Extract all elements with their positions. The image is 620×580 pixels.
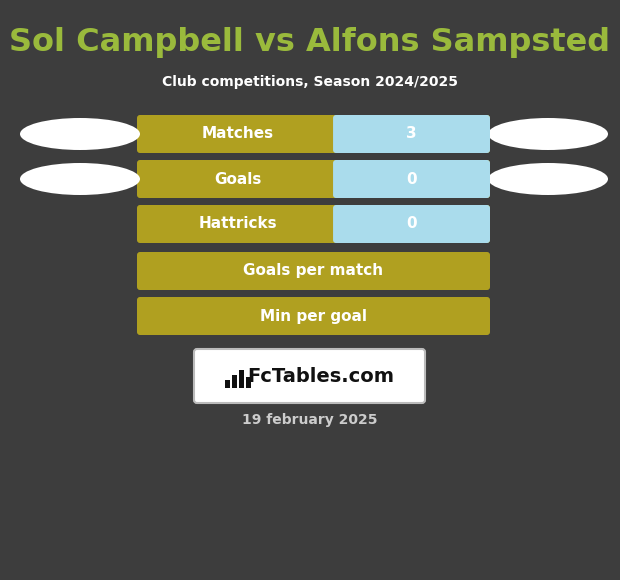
Text: Goals per match: Goals per match	[244, 263, 384, 278]
FancyBboxPatch shape	[194, 349, 425, 403]
Text: 3: 3	[406, 126, 417, 142]
FancyBboxPatch shape	[333, 160, 490, 198]
FancyBboxPatch shape	[137, 297, 490, 335]
FancyBboxPatch shape	[137, 115, 490, 153]
Bar	[224, 380, 229, 388]
Text: 0: 0	[406, 216, 417, 231]
Bar	[231, 375, 236, 388]
Text: Club competitions, Season 2024/2025: Club competitions, Season 2024/2025	[162, 75, 458, 89]
Bar	[246, 377, 250, 388]
Text: Min per goal: Min per goal	[260, 309, 367, 324]
Ellipse shape	[20, 163, 140, 195]
FancyBboxPatch shape	[137, 160, 490, 198]
Text: Hattricks: Hattricks	[199, 216, 277, 231]
Ellipse shape	[488, 118, 608, 150]
Ellipse shape	[488, 163, 608, 195]
Text: Matches: Matches	[202, 126, 274, 142]
FancyBboxPatch shape	[137, 205, 490, 243]
Text: Goals: Goals	[215, 172, 262, 187]
Bar	[239, 370, 244, 388]
FancyBboxPatch shape	[333, 115, 490, 153]
Text: 0: 0	[406, 172, 417, 187]
Ellipse shape	[20, 118, 140, 150]
Text: Sol Campbell vs Alfons Sampsted: Sol Campbell vs Alfons Sampsted	[9, 27, 611, 57]
Text: 19 february 2025: 19 february 2025	[242, 413, 378, 427]
FancyBboxPatch shape	[333, 205, 490, 243]
Text: FcTables.com: FcTables.com	[247, 367, 394, 386]
FancyBboxPatch shape	[137, 252, 490, 290]
